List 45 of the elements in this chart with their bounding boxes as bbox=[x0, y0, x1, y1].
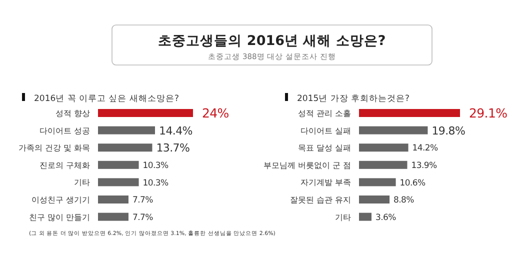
y-tick-label: 성적 향상 bbox=[55, 109, 90, 118]
data-label: 10.6% bbox=[400, 178, 426, 188]
data-label: 24% bbox=[202, 106, 230, 120]
bar bbox=[98, 160, 139, 169]
data-label: 29.1% bbox=[469, 106, 508, 120]
y-tick-label: 진로의 구체화 bbox=[39, 160, 90, 170]
data-label: 13.7% bbox=[156, 142, 190, 155]
bar bbox=[98, 126, 155, 134]
y-tick-label: 자기계발 부족 bbox=[300, 178, 351, 188]
bar bbox=[359, 126, 428, 134]
data-label: 7.7% bbox=[132, 196, 154, 206]
bar bbox=[98, 109, 193, 117]
y-tick-label: 친구 많이 만들기 bbox=[28, 212, 90, 222]
data-label: 7.7% bbox=[132, 212, 154, 223]
y-tick-label: 기타 bbox=[74, 178, 90, 188]
chart-title: 2016년 꼭 이루고 싶은 새해소망은? bbox=[34, 94, 179, 104]
data-label: 19.8% bbox=[432, 124, 466, 138]
bar bbox=[359, 109, 460, 117]
bar bbox=[359, 160, 408, 169]
y-tick-label: 부모님께 버릇없이 군 점 bbox=[263, 160, 351, 170]
y-tick-label: 다이어트 성공 bbox=[39, 126, 90, 136]
data-label: 14.2% bbox=[412, 144, 438, 154]
bar bbox=[98, 212, 128, 221]
data-label: 8.8% bbox=[394, 196, 414, 206]
bar bbox=[98, 144, 152, 152]
y-tick-label: 잘못된 습관 유지 bbox=[290, 196, 351, 204]
y-tick-label: 기타 bbox=[335, 212, 351, 222]
bar bbox=[359, 212, 372, 221]
y-tick-label: 목표 달성 실패 bbox=[298, 144, 351, 153]
y-tick-label: 이성친구 생기기 bbox=[31, 196, 90, 204]
data-label: 10.3% bbox=[142, 160, 168, 171]
data-label: 10.3% bbox=[142, 178, 168, 188]
chart-title: 2015년 가장 후회하는것은? bbox=[297, 94, 410, 104]
bar bbox=[98, 196, 128, 204]
bar bbox=[98, 178, 139, 186]
y-tick-label: 성적 관리 소홀 bbox=[298, 109, 351, 118]
bar bbox=[359, 196, 390, 204]
data-label: 3.6% bbox=[375, 212, 396, 223]
data-label: 14.4% bbox=[159, 124, 192, 138]
y-tick-label: 가족의 건강 및 화목 bbox=[18, 144, 90, 153]
bar bbox=[359, 144, 408, 152]
data-label: 13.9% bbox=[411, 160, 437, 171]
y-tick-label: 다이어트 실패 bbox=[300, 126, 351, 136]
bar bbox=[359, 178, 396, 186]
text: 초중고생들의 2016년 새해 소망은? bbox=[158, 33, 386, 49]
